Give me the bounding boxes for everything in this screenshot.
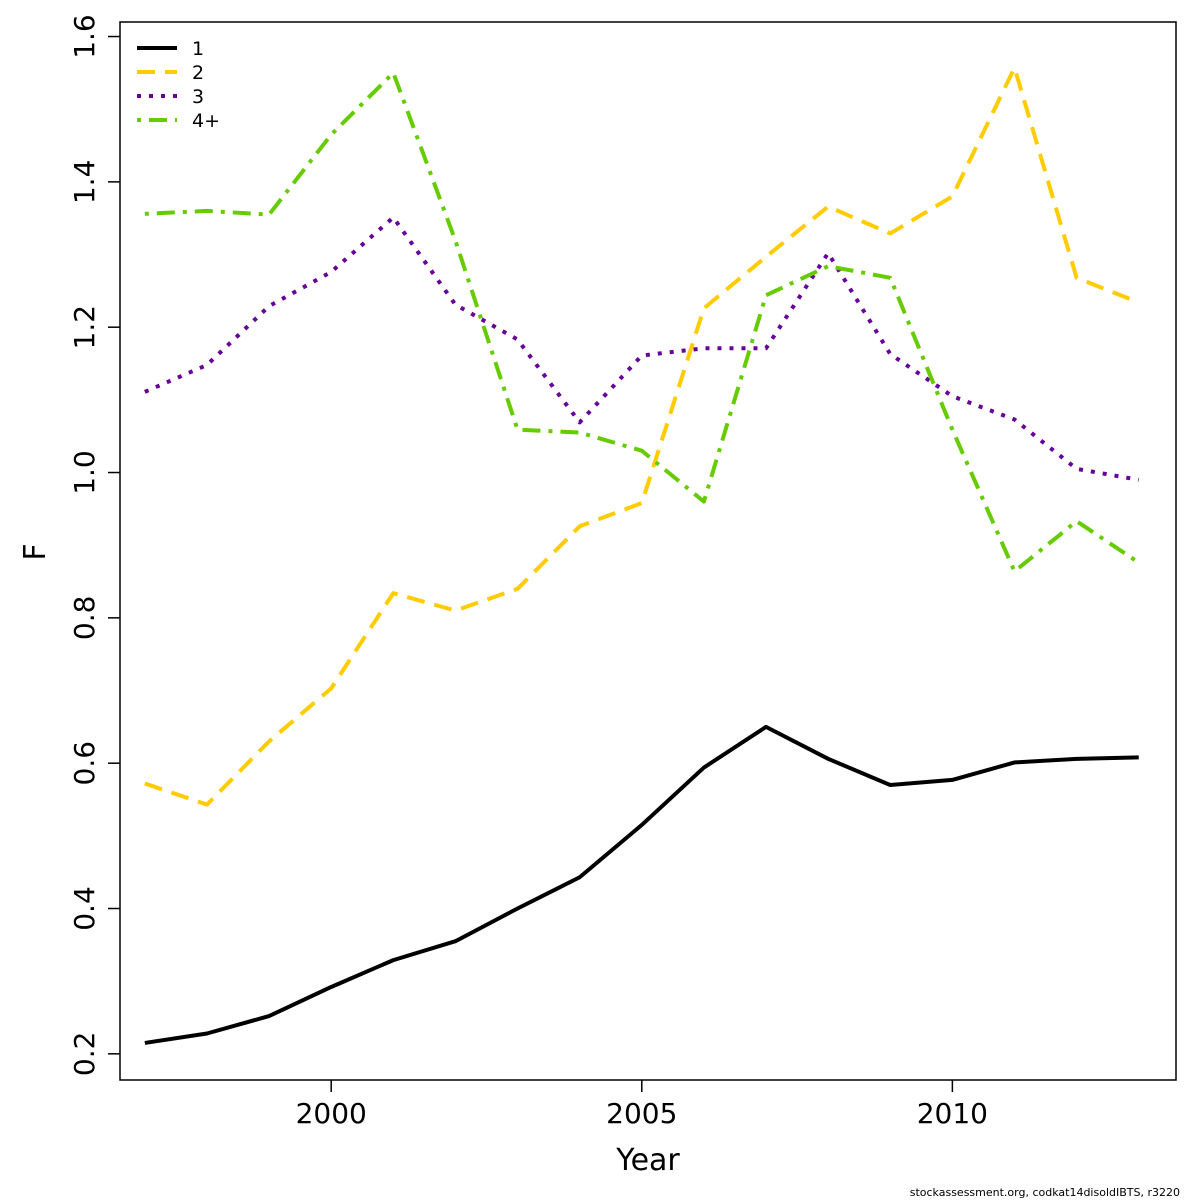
- x-tick-label: 2010: [917, 1097, 988, 1130]
- x-axis: 2000 2005 2010: [296, 1080, 988, 1130]
- series-line-4: [144, 70, 1140, 574]
- series-line-1: [144, 724, 1139, 1045]
- series-line-3: [144, 215, 1140, 482]
- legend-label: 4+: [192, 110, 220, 132]
- y-tick-label: 1.4: [68, 160, 101, 205]
- legend-label: 3: [192, 86, 204, 108]
- y-tick-label: 0.6: [68, 741, 101, 786]
- plot-frame: [119, 21, 1177, 1081]
- x-tick-label: 2005: [606, 1097, 677, 1130]
- y-tick-label: 1.0: [68, 450, 101, 495]
- y-tick-label: 0.8: [68, 596, 101, 641]
- y-tick-label: 1.6: [68, 14, 101, 59]
- y-tick-label: 0.2: [68, 1032, 101, 1077]
- y-axis: 0.2 0.4 0.6 0.8 1.0 1.2 1.4 1.6: [68, 14, 120, 1076]
- series-layer: [144, 65, 1140, 1045]
- y-tick-label: 0.4: [68, 886, 101, 931]
- series-line-2: [144, 65, 1140, 807]
- x-axis-title: Year: [615, 1143, 680, 1178]
- y-axis-title: F: [18, 543, 53, 560]
- x-tick-label: 2000: [296, 1097, 367, 1130]
- y-tick-label: 1.2: [68, 305, 101, 350]
- legend-label: 2: [192, 62, 204, 84]
- footer-credit: stockassessment.org, codkat14disoldIBTS,…: [910, 1186, 1180, 1199]
- legend-label: 1: [192, 38, 204, 60]
